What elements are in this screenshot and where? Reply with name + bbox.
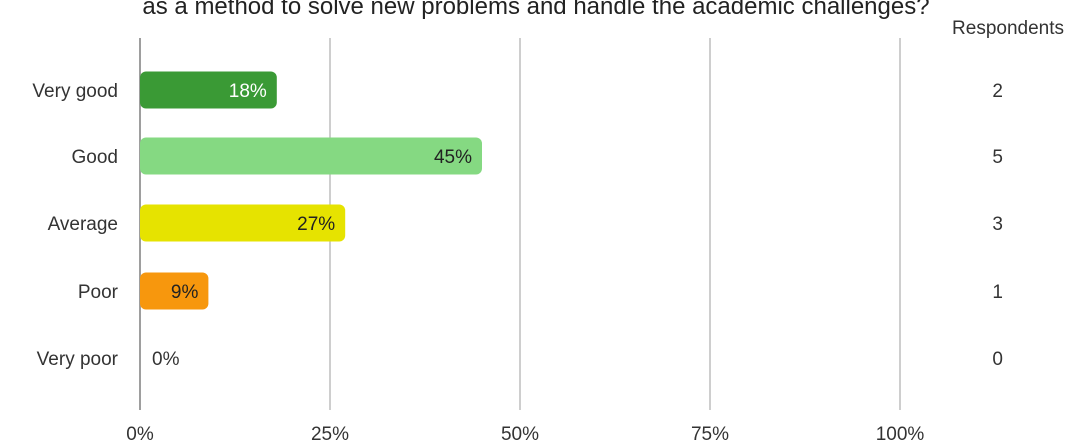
respondent-count: 1 <box>992 282 1003 303</box>
respondent-count: 0 <box>992 349 1003 370</box>
respondent-count: 5 <box>992 147 1003 168</box>
bar <box>140 137 482 175</box>
category-label: Poor <box>78 282 119 303</box>
category-label: Average <box>48 214 118 235</box>
category-label: Very poor <box>37 349 119 370</box>
x-tick-label: 50% <box>501 424 539 444</box>
bar <box>140 204 346 242</box>
respondent-count: 2 <box>992 81 1003 102</box>
data-label: 0% <box>152 349 180 370</box>
respondent-count: 3 <box>992 214 1003 235</box>
x-tick-label: 0% <box>126 424 154 444</box>
respondents-header: Respondents <box>952 18 1064 39</box>
x-tick-label: 100% <box>876 424 925 444</box>
category-label: Good <box>72 147 118 168</box>
data-label: 45% <box>434 147 472 168</box>
x-tick-label: 75% <box>691 424 729 444</box>
data-label: 18% <box>229 81 267 102</box>
bar <box>140 71 277 109</box>
chart-title: as a method to solve new problems and ha… <box>142 0 930 20</box>
bars <box>140 71 482 310</box>
category-label: Very good <box>32 81 118 102</box>
data-label: 9% <box>171 282 199 303</box>
data-label: 27% <box>297 214 335 235</box>
bar <box>140 272 209 310</box>
x-tick-label: 25% <box>311 424 349 444</box>
